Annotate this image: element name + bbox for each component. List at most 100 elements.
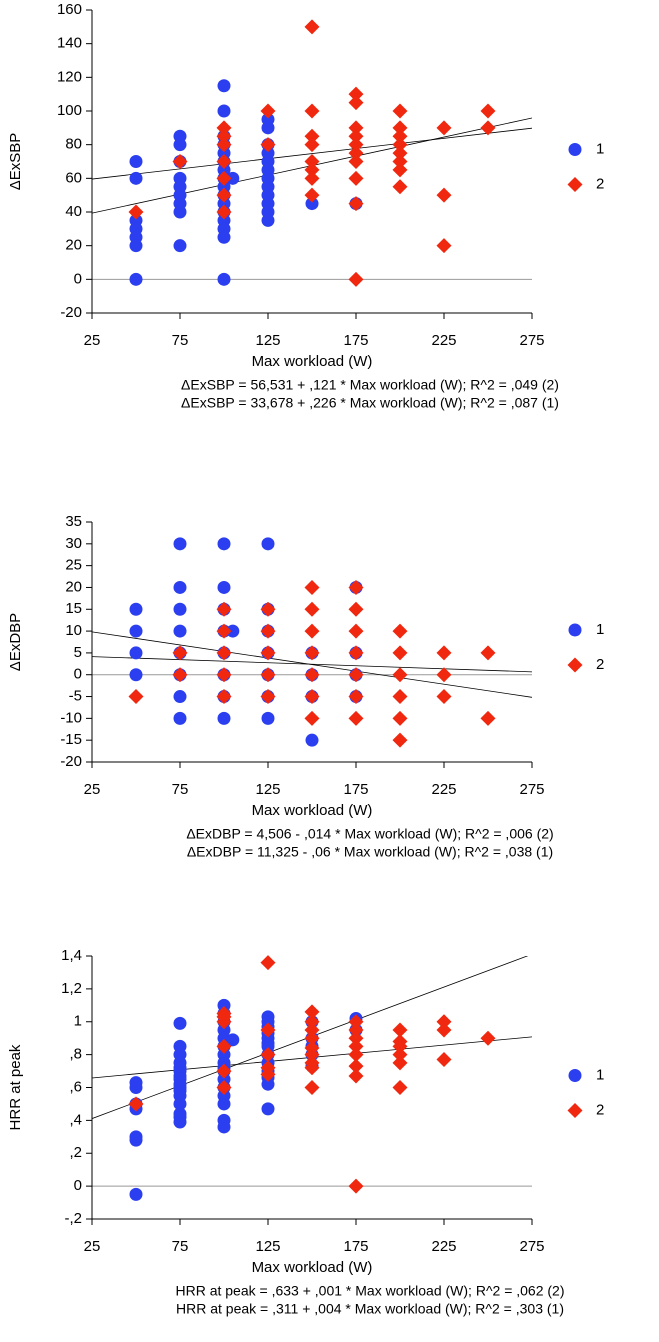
y-tick-label: 80: [65, 136, 82, 153]
legend-label: 1: [596, 1066, 604, 1083]
fit-line: [92, 631, 532, 698]
point: [305, 197, 319, 211]
y-tick-label: 30: [65, 535, 82, 552]
point: [216, 1080, 232, 1095]
point: [348, 196, 364, 212]
point: [436, 689, 452, 705]
x-axis-title: Max workload (W): [252, 353, 373, 370]
point: [216, 120, 232, 136]
point: [348, 1178, 364, 1194]
point: [305, 733, 319, 747]
point: [261, 711, 275, 725]
point: [173, 690, 187, 704]
point: [392, 645, 408, 661]
legend-marker: [568, 623, 582, 637]
point: [217, 1097, 231, 1111]
point: [304, 601, 320, 617]
point: [480, 710, 496, 726]
point: [304, 170, 320, 186]
y-tick-label: 0: [74, 270, 82, 287]
y-tick-label: 20: [65, 237, 82, 254]
point: [217, 79, 231, 93]
legend-label: 2: [596, 175, 604, 192]
point: [392, 1055, 408, 1071]
x-tick-label: 75: [172, 781, 189, 798]
point: [348, 601, 364, 617]
point: [216, 1038, 232, 1054]
x-tick-label: 225: [431, 332, 456, 349]
point: [173, 138, 187, 152]
point: [348, 579, 364, 595]
point: [260, 1022, 276, 1038]
point: [436, 187, 452, 203]
point: [129, 171, 143, 185]
x-tick-label: 25: [84, 781, 101, 798]
y-tick-label: 1: [74, 1013, 82, 1030]
point: [304, 667, 320, 683]
point: [216, 689, 232, 705]
x-tick-label: 125: [255, 332, 280, 349]
y-tick-label: 0: [74, 1177, 82, 1194]
equation: ΔExSBP = 33,678 + ,226 * Max workload (W…: [181, 395, 559, 411]
point: [173, 1016, 187, 1030]
point: [392, 710, 408, 726]
point: [129, 646, 143, 660]
point: [217, 711, 231, 725]
point: [304, 710, 320, 726]
legend-label: 2: [596, 656, 604, 673]
legend-marker: [568, 1069, 582, 1082]
point: [304, 579, 320, 595]
x-axis-title: Max workload (W): [252, 802, 373, 819]
x-tick-label: 175: [343, 1238, 368, 1255]
y-tick-label: -15: [60, 731, 82, 748]
point: [392, 689, 408, 705]
y-tick-label: -10: [60, 709, 82, 726]
legend-marker: [567, 177, 583, 192]
point: [129, 155, 143, 168]
point: [304, 689, 320, 705]
point: [216, 1063, 232, 1079]
point: [304, 128, 320, 144]
point: [217, 580, 231, 594]
point: [392, 120, 408, 136]
y-axis-title: HRR at peak: [7, 1044, 24, 1130]
point: [392, 154, 408, 169]
y-tick-label: 120: [57, 68, 82, 85]
point: [216, 128, 232, 144]
point: [173, 711, 187, 725]
y-tick-label: ,8: [69, 1046, 82, 1063]
point: [172, 667, 188, 683]
point: [173, 1115, 187, 1129]
point: [173, 205, 187, 219]
point: [348, 1058, 364, 1074]
point: [304, 154, 320, 169]
point: [392, 1038, 408, 1054]
point: [348, 710, 364, 726]
point: [172, 154, 188, 169]
point: [261, 121, 275, 135]
y-tick-label: 60: [65, 169, 82, 186]
point: [304, 1060, 320, 1076]
point: [173, 580, 187, 594]
point: [348, 645, 364, 661]
legend-marker: [568, 143, 582, 156]
point: [260, 1047, 276, 1063]
y-tick-label: ,2: [69, 1144, 82, 1161]
x-tick-label: 125: [255, 781, 280, 798]
y-tick-label: -,2: [64, 1210, 82, 1227]
point: [129, 668, 143, 682]
point: [304, 162, 320, 178]
x-tick-label: 225: [431, 781, 456, 798]
point: [304, 645, 320, 661]
legend-label: 1: [596, 621, 604, 638]
y-tick-label: 20: [65, 578, 82, 595]
y-axis-title: ΔExDBP: [7, 613, 24, 671]
x-tick-label: 75: [172, 1238, 189, 1255]
y-tick-label: 40: [65, 203, 82, 220]
y-tick-label: 1,2: [61, 980, 82, 997]
point: [261, 213, 275, 227]
point: [304, 1022, 320, 1038]
point: [348, 1014, 364, 1030]
point: [260, 623, 276, 639]
